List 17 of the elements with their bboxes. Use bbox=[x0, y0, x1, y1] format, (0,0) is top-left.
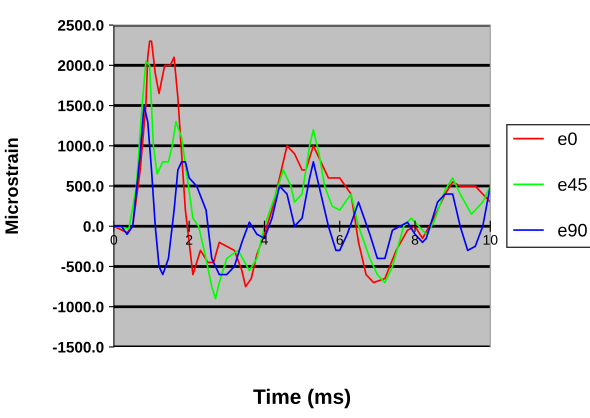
legend-label: e90 bbox=[558, 224, 587, 237]
y-tick-label: -1000.0 bbox=[52, 302, 104, 312]
y-tick-label: -500.0 bbox=[61, 261, 104, 272]
x-axis-title: Time (ms) bbox=[253, 388, 350, 408]
y-tick-label: 1500.0 bbox=[58, 100, 104, 112]
legend-label: e0 bbox=[558, 132, 577, 146]
x-tick-label: 10 bbox=[484, 234, 498, 245]
x-tick-label: 6 bbox=[336, 234, 343, 245]
y-tick-label: 500.0 bbox=[66, 180, 104, 192]
y-tick-label: -1500.0 bbox=[52, 342, 104, 353]
y-tick-label: 2000.0 bbox=[58, 60, 104, 71]
y-tick-label: 0.0 bbox=[84, 221, 104, 232]
y-axis-title: Microstrain bbox=[4, 138, 18, 234]
y-tick-label: 1000.0 bbox=[58, 140, 104, 152]
x-tick-label: 8 bbox=[412, 234, 418, 245]
y-tick-label: 2500.0 bbox=[58, 20, 104, 31]
legend-label: e45 bbox=[558, 178, 587, 191]
